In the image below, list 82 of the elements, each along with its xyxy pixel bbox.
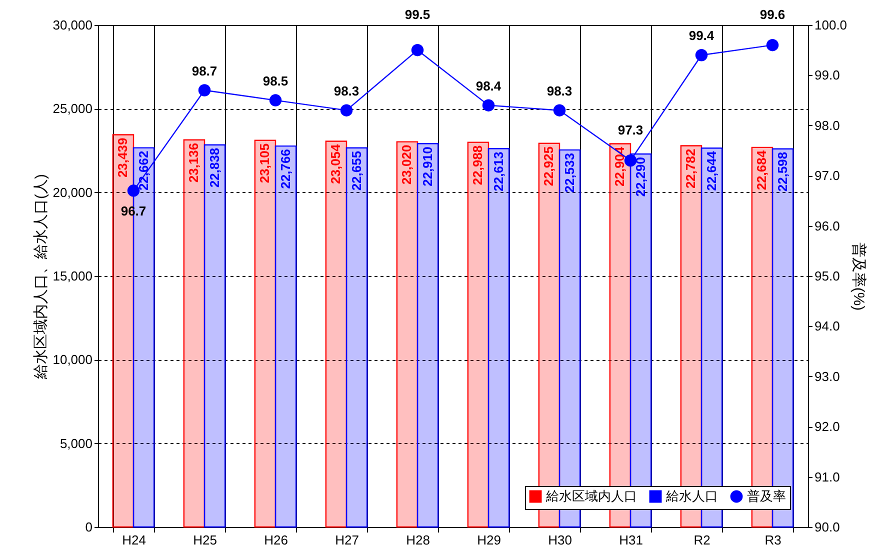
x-tick-label: H31 [619,532,643,548]
y2-tick-label: 92.0 [814,419,840,434]
y-tick-label: 30,000 [52,18,92,32]
y2-tick-label: 95.0 [814,268,840,284]
y2-tick-label: 98.0 [814,118,840,133]
data-label: 22,655 [348,150,364,191]
point [766,38,779,52]
x-tick-label: H29 [477,532,501,548]
data-label: 22,910 [420,146,435,186]
bar [772,148,794,528]
data-label: 22,598 [774,152,790,192]
y-tick-label: 25,000 [52,101,92,116]
y2-tick-label: 90.0 [814,520,840,534]
data-label: 23,136 [186,142,202,183]
x-tick-label: H26 [264,532,288,548]
y-tick-label: 20,000 [52,184,92,200]
x-tick-label: H27 [335,532,359,548]
point [340,104,353,116]
y2-tick-label: 93.0 [814,368,840,384]
y2-tick-label: 100.0 [814,18,848,32]
data-label: 22,838 [206,148,222,188]
data-label: 22,290 [632,157,648,197]
data-label: 98.3 [334,83,360,98]
bar [204,144,226,528]
point [269,94,282,106]
bar [183,139,206,528]
data-label: 99.4 [688,28,715,44]
y2-axis-title: 普及率(%) [850,242,868,311]
bar [274,145,297,528]
x-tick-label: H25 [193,532,217,548]
data-label: 23,105 [257,143,272,184]
data-label: 22,684 [754,150,770,190]
bar [325,140,348,528]
bar [346,147,368,528]
point [482,99,495,112]
data-label: 99.5 [404,7,430,22]
data-label: 23,439 [115,138,130,178]
data-label: 98.5 [262,73,288,88]
bar [467,142,490,528]
data-label: 23,020 [399,144,414,185]
bar [416,143,439,528]
bar [488,148,510,528]
data-label: 98.7 [192,63,218,78]
point [127,184,140,197]
data-label: 98.3 [546,83,572,98]
legend-label: 給水区域内人口 [545,488,637,504]
data-label: 22,533 [562,152,577,193]
x-tick-label: R3 [764,532,782,548]
y2-tick-label: 96.0 [814,218,840,234]
data-label: 23,054 [328,143,344,184]
y-tick-label: 0 [85,520,92,534]
bar [396,141,418,528]
x-tick-label: H30 [548,532,572,548]
y2-tick-label: 91.0 [814,469,840,484]
legend-label: 給水人口 [665,488,718,504]
data-label: 98.4 [476,78,502,94]
point [411,44,424,56]
x-tick-label: R2 [694,532,710,548]
data-label: 22,644 [704,150,719,191]
x-tick-label: H24 [122,532,146,548]
data-label: 22,904 [612,146,628,187]
point [553,104,566,116]
data-label: 22,988 [470,145,486,186]
x-tick-label: H28 [406,532,430,548]
data-label: 22,766 [278,149,293,189]
y2-tick-label: 97.0 [814,168,840,184]
data-label: 97.3 [618,122,644,138]
data-label: 99.6 [760,7,786,22]
data-label: 22,782 [683,148,698,189]
y-tick-label: 15,000 [52,268,92,284]
y-tick-label: 10,000 [52,352,92,368]
legend-label: 普及率 [747,488,786,504]
y-tick-label: 5,000 [60,436,92,451]
data-label: 22,613 [490,152,506,192]
bar [254,140,276,528]
y-axis-title: 給水区域内人口、給水人口(人) [32,174,50,380]
data-label: 22,925 [541,146,556,186]
y2-tick-label: 99.0 [814,68,840,83]
data-label: 22,662 [136,150,151,191]
point [695,49,708,62]
point [198,84,211,96]
y2-tick-label: 94.0 [814,318,840,334]
